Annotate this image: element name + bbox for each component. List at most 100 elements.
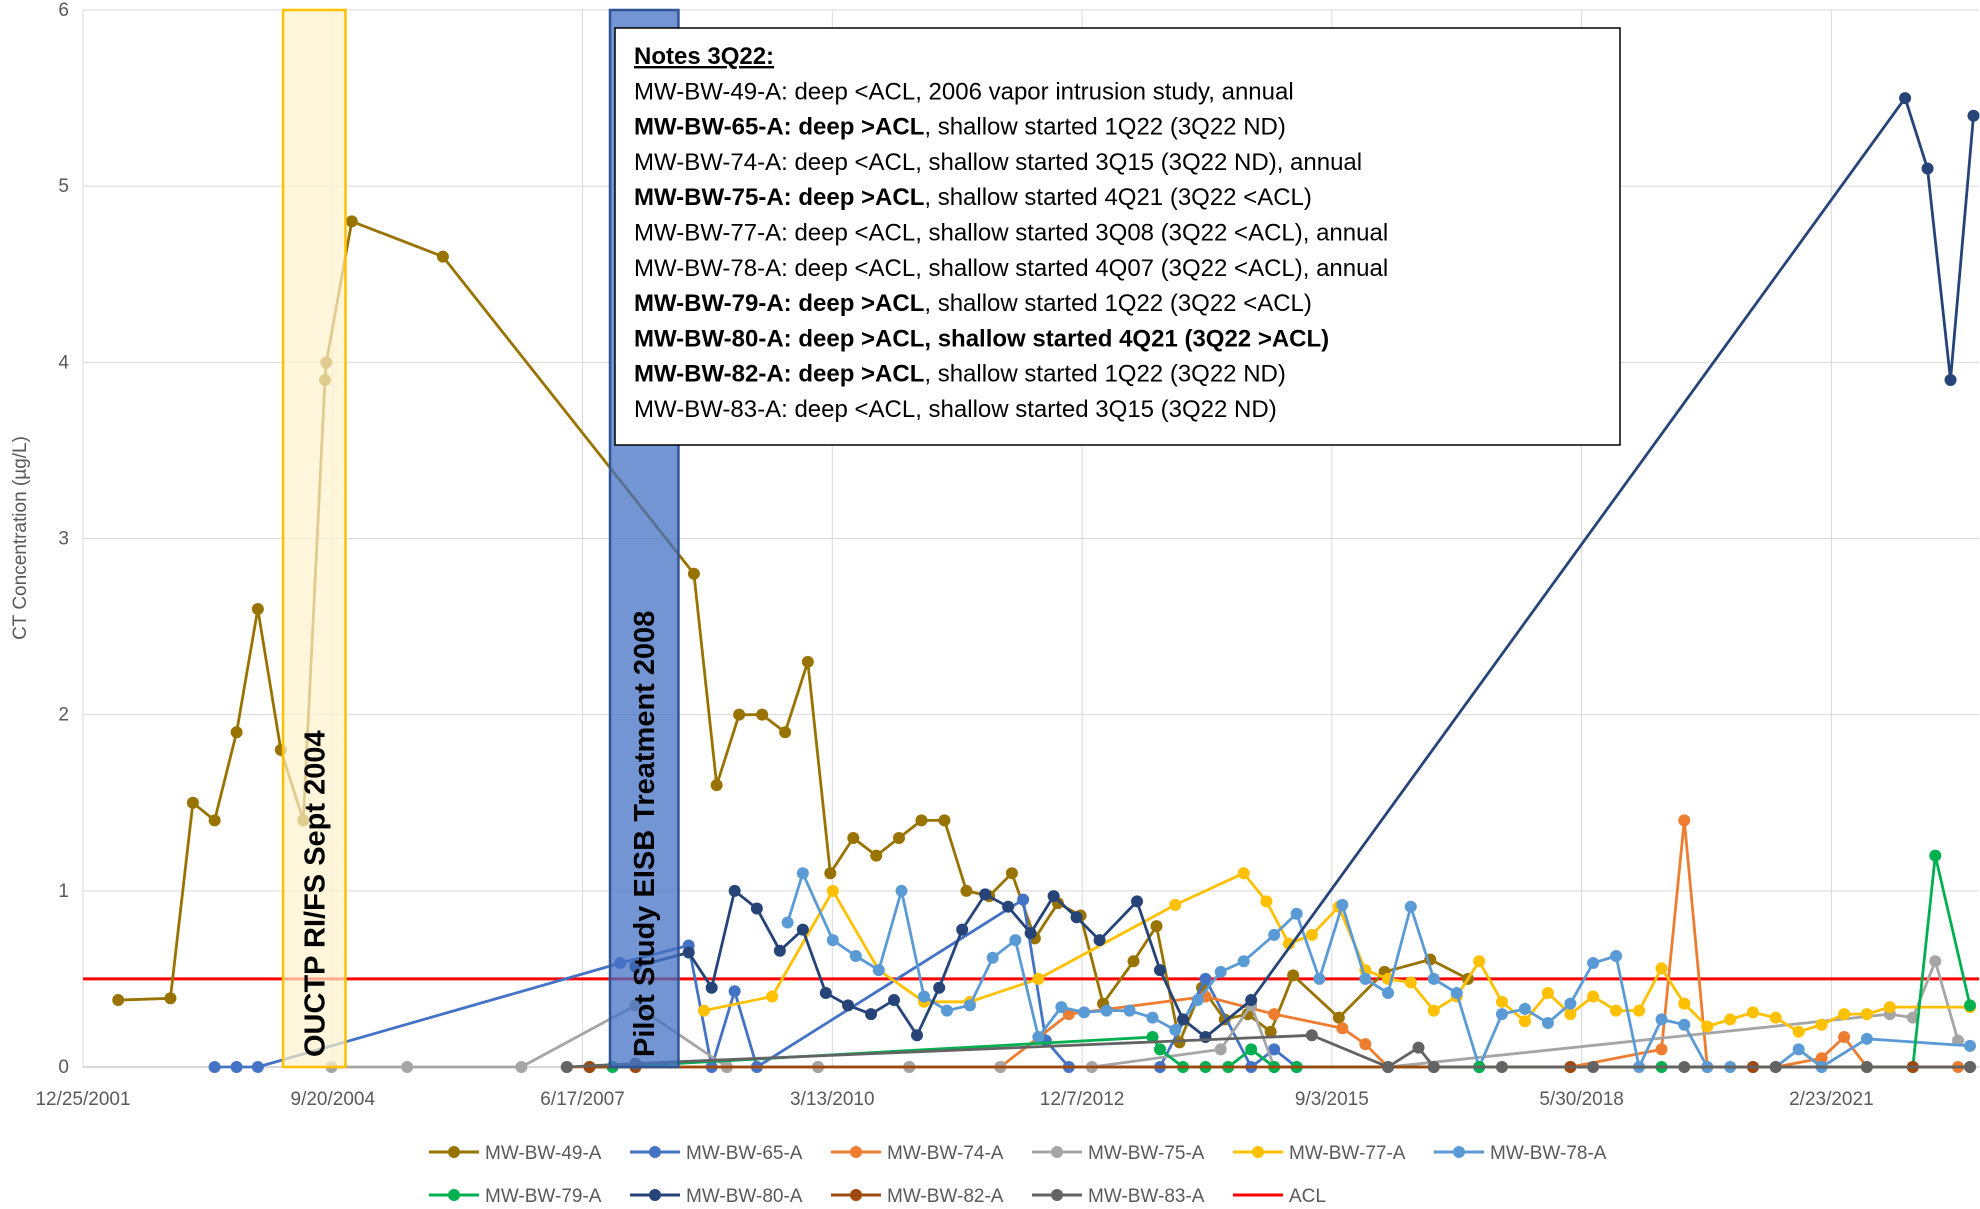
data-point <box>1473 955 1486 968</box>
notes-text: , shallow started 1Q22 (3Q22 <ACL) <box>924 290 1312 317</box>
data-point <box>1495 1008 1508 1021</box>
data-point <box>888 994 901 1007</box>
data-point <box>979 888 992 901</box>
data-point <box>230 1061 243 1073</box>
data-point <box>1792 1043 1805 1056</box>
data-point <box>1678 997 1691 1010</box>
data-point <box>1404 976 1417 989</box>
y-tick-label: 2 <box>58 705 69 726</box>
notes-text: MW-BW-77-A: deep <ACL, shallow started 3… <box>634 220 1388 247</box>
x-tick-label: 2/23/2021 <box>1789 1089 1874 1110</box>
legend-marker <box>448 1189 460 1201</box>
legend-label: MW-BW-77-A <box>1289 1143 1406 1164</box>
legend-label: MW-BW-80-A <box>686 1186 803 1207</box>
data-point <box>1336 898 1349 911</box>
data-point <box>1404 900 1417 913</box>
data-point <box>1495 995 1508 1008</box>
notes-text: MW-BW-82-A: deep >ACL <box>634 361 924 388</box>
data-point <box>1336 1022 1349 1035</box>
data-point <box>870 849 883 862</box>
data-point <box>849 950 862 963</box>
data-point <box>1964 999 1977 1012</box>
legend-label: MW-BW-83-A <box>1088 1186 1205 1207</box>
legend-marker <box>1453 1146 1465 1158</box>
data-point <box>1724 1013 1737 1026</box>
data-point <box>796 923 809 936</box>
notes-line: MW-BW-74-A: deep <ACL, shallow started 3… <box>634 149 1362 176</box>
data-point <box>1541 1016 1554 1029</box>
data-point <box>1287 969 1300 982</box>
data-point <box>1564 1008 1577 1021</box>
data-point <box>1587 1061 1600 1073</box>
data-point <box>956 923 969 936</box>
data-point <box>1655 1043 1668 1056</box>
data-point <box>1899 92 1912 105</box>
data-point <box>1100 1004 1113 1017</box>
data-point <box>1032 1031 1045 1044</box>
data-point <box>1746 1006 1759 1019</box>
data-point <box>1906 1011 1919 1024</box>
legend-marker <box>649 1146 661 1158</box>
data-point <box>1860 1061 1873 1073</box>
data-point <box>1450 987 1463 1000</box>
data-point <box>1268 928 1281 941</box>
data-point <box>1678 1061 1691 1073</box>
data-point <box>1214 965 1227 978</box>
data-point <box>1017 893 1030 906</box>
legend-label: MW-BW-49-A <box>485 1143 602 1164</box>
data-point <box>1055 1001 1068 1014</box>
notes-box <box>614 27 1621 446</box>
data-point <box>1313 972 1326 985</box>
data-point <box>801 655 814 668</box>
data-point <box>186 796 199 809</box>
legend-marker <box>1252 1146 1264 1158</box>
data-point <box>1655 1013 1668 1026</box>
data-point <box>1150 920 1163 933</box>
data-point <box>208 1061 221 1073</box>
y-tick-label: 1 <box>58 881 69 902</box>
data-point <box>1610 950 1623 963</box>
data-point <box>963 999 976 1012</box>
data-point <box>1495 1061 1508 1073</box>
data-point <box>917 990 930 1003</box>
legend-label: MW-BW-78-A <box>1490 1143 1607 1164</box>
series-line <box>214 898 1298 1069</box>
notes-text: , shallow started 1Q22 (3Q22 ND) <box>924 361 1286 388</box>
data-point <box>1005 867 1018 880</box>
notes-line: MW-BW-83-A: deep <ACL, shallow started 3… <box>634 396 1277 423</box>
legend-marker <box>850 1189 862 1201</box>
data-point <box>1245 1043 1258 1056</box>
data-point <box>781 916 794 929</box>
data-point <box>1701 1020 1714 1033</box>
notes-line: MW-BW-65-A: deep >ACL, shallow started 1… <box>634 114 1286 141</box>
notes-line: MW-BW-75-A: deep >ACL, shallow started 4… <box>634 184 1312 211</box>
data-point <box>1967 109 1980 122</box>
data-point <box>1860 1032 1873 1045</box>
data-point <box>766 990 779 1003</box>
data-point <box>1633 1004 1646 1017</box>
data-point <box>1123 1004 1136 1017</box>
data-point <box>1062 1008 1075 1021</box>
series-line <box>566 1033 1970 1069</box>
data-point <box>1944 373 1957 386</box>
x-tick-label: 9/20/2004 <box>291 1089 376 1110</box>
data-point <box>1860 1008 1873 1021</box>
data-point <box>251 1061 264 1073</box>
legend-label: MW-BW-74-A <box>887 1143 1004 1164</box>
data-point <box>1078 1006 1091 1019</box>
x-tick-label: 12/25/2001 <box>35 1089 130 1110</box>
data-point <box>345 215 358 228</box>
x-tick-label: 12/7/2012 <box>1040 1089 1125 1110</box>
data-point <box>1146 1031 1159 1044</box>
legend-marker <box>1051 1146 1063 1158</box>
data-point <box>112 994 125 1007</box>
data-point <box>705 981 718 994</box>
legend-marker <box>649 1189 661 1201</box>
data-point <box>1678 814 1691 827</box>
data-point <box>1176 1013 1189 1026</box>
data-point <box>1815 1052 1828 1065</box>
data-point <box>1002 900 1015 913</box>
data-point <box>1268 1043 1281 1056</box>
data-point <box>1282 937 1295 950</box>
data-point <box>164 992 177 1005</box>
